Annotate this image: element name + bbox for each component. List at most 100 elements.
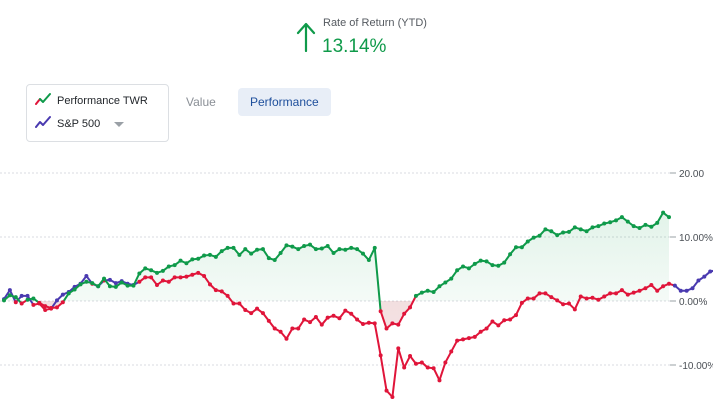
data-point <box>590 295 595 300</box>
legend-item-performance[interactable]: Performance TWR <box>35 92 148 111</box>
data-point <box>243 247 248 252</box>
chart-legend[interactable]: Performance TWR S&P 500 <box>26 84 169 142</box>
data-point <box>207 252 212 257</box>
data-point <box>378 353 383 358</box>
data-point <box>237 252 242 257</box>
series-sp500 <box>2 269 713 399</box>
data-point <box>202 253 207 258</box>
data-point <box>496 323 501 328</box>
data-point <box>667 281 671 286</box>
data-point <box>566 301 571 306</box>
data-point <box>60 300 65 305</box>
data-point <box>143 275 148 280</box>
tab-value[interactable]: Value <box>186 95 216 109</box>
data-point <box>284 336 289 341</box>
data-point <box>555 298 560 303</box>
data-point <box>325 315 330 320</box>
data-point <box>260 247 265 252</box>
rate-of-return-value: 13.14% <box>322 36 387 57</box>
data-point <box>549 229 554 234</box>
caret-down-icon[interactable] <box>114 121 125 127</box>
data-point <box>207 282 212 287</box>
data-point <box>549 295 554 300</box>
series-segment <box>373 322 382 357</box>
data-point <box>231 245 236 250</box>
data-point <box>596 224 601 229</box>
data-point <box>572 307 577 312</box>
data-point <box>449 349 454 354</box>
tab-performance[interactable]: Performance <box>238 88 331 116</box>
negative-area <box>398 301 405 325</box>
data-point <box>561 302 566 307</box>
series-segment <box>373 246 382 313</box>
data-point <box>54 305 59 310</box>
data-point <box>131 283 136 288</box>
data-point <box>525 239 530 244</box>
data-point <box>431 366 436 371</box>
data-point <box>384 388 389 393</box>
data-point <box>249 311 254 316</box>
data-point <box>272 326 277 331</box>
trend-line-icon <box>35 115 51 134</box>
data-point <box>190 272 195 277</box>
data-point <box>13 300 18 305</box>
data-point <box>319 246 324 251</box>
y-tick-label: 10.00% <box>679 233 713 244</box>
data-point <box>266 318 271 323</box>
data-point <box>455 268 460 273</box>
data-point <box>43 307 48 312</box>
data-point <box>255 306 260 311</box>
data-point <box>708 269 713 274</box>
y-tick-label: 20.00 <box>679 169 704 180</box>
data-point <box>319 322 324 327</box>
data-point <box>137 279 142 284</box>
data-point <box>272 258 277 263</box>
data-point <box>113 284 118 289</box>
data-point <box>384 326 389 331</box>
data-point <box>578 294 583 299</box>
data-point <box>584 229 589 234</box>
data-point <box>596 297 601 302</box>
data-point <box>355 247 360 252</box>
data-point <box>149 268 154 273</box>
data-point <box>343 308 348 313</box>
data-point <box>102 276 107 281</box>
data-point <box>508 317 513 322</box>
data-point <box>360 322 365 327</box>
data-point <box>2 298 6 303</box>
data-point <box>372 321 377 326</box>
trend-line-icon <box>35 92 51 111</box>
legend-item-sp500[interactable]: S&P 500 <box>35 115 125 134</box>
data-point <box>419 290 424 295</box>
series-segment <box>514 301 523 317</box>
data-point <box>419 360 424 365</box>
data-point <box>649 283 654 287</box>
data-point <box>219 289 224 294</box>
data-point <box>355 317 360 322</box>
data-point <box>390 395 395 399</box>
data-point <box>107 277 112 282</box>
series-segment <box>132 272 141 287</box>
arrow-up-icon <box>296 22 316 57</box>
data-point <box>160 268 165 273</box>
data-point <box>19 293 24 298</box>
data-point <box>196 270 201 275</box>
data-point <box>637 226 642 231</box>
data-point <box>537 233 542 238</box>
data-point <box>519 245 524 250</box>
negative-area <box>404 301 411 314</box>
data-point <box>525 296 530 301</box>
data-point <box>472 261 477 266</box>
data-point <box>313 247 318 252</box>
data-point <box>537 291 542 296</box>
data-point <box>308 242 313 247</box>
data-point <box>155 270 160 275</box>
data-point <box>313 315 318 319</box>
data-point <box>378 309 383 314</box>
data-point <box>449 276 454 281</box>
data-point <box>661 210 666 215</box>
data-point <box>678 288 683 293</box>
data-point <box>655 288 660 293</box>
data-point <box>643 222 648 227</box>
